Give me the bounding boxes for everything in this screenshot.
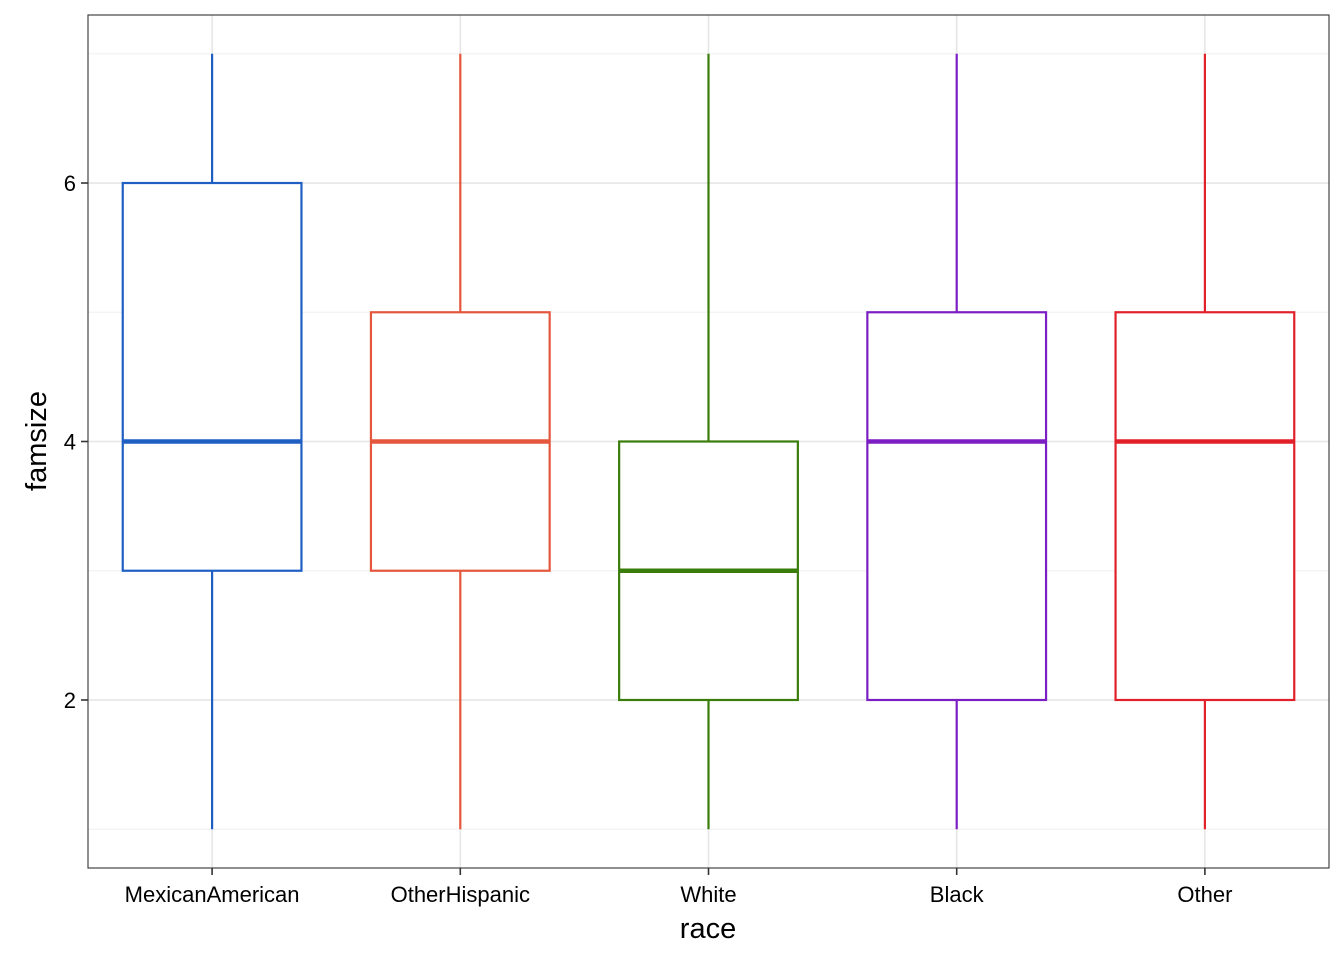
y-axis-title: famsize — [21, 391, 53, 491]
box-OtherHispanic — [369, 53, 551, 830]
y-axis: 2 4 6 — [64, 171, 88, 713]
box-Other — [1114, 53, 1296, 830]
x-tick-label: MexicanAmerican — [125, 882, 300, 907]
x-tick-label: Other — [1177, 882, 1232, 907]
box-White — [618, 53, 799, 830]
box-iqr — [1114, 311, 1296, 702]
x-tick-label: White — [680, 882, 736, 907]
box-iqr — [121, 181, 303, 572]
box-iqr — [866, 311, 1048, 702]
y-tick-label: 6 — [64, 171, 76, 196]
x-tick-label: Black — [930, 882, 985, 907]
x-axis-title: race — [680, 913, 736, 945]
x-tick-label: OtherHispanic — [391, 882, 530, 907]
x-axis: MexicanAmerican OtherHispanic White Black Ot… — [125, 868, 1232, 907]
box-Black — [866, 53, 1048, 830]
y-tick-label: 2 — [64, 688, 76, 713]
box-MexicanAmerican — [121, 53, 303, 830]
boxes — [121, 53, 1296, 830]
y-tick-label: 4 — [64, 430, 76, 455]
